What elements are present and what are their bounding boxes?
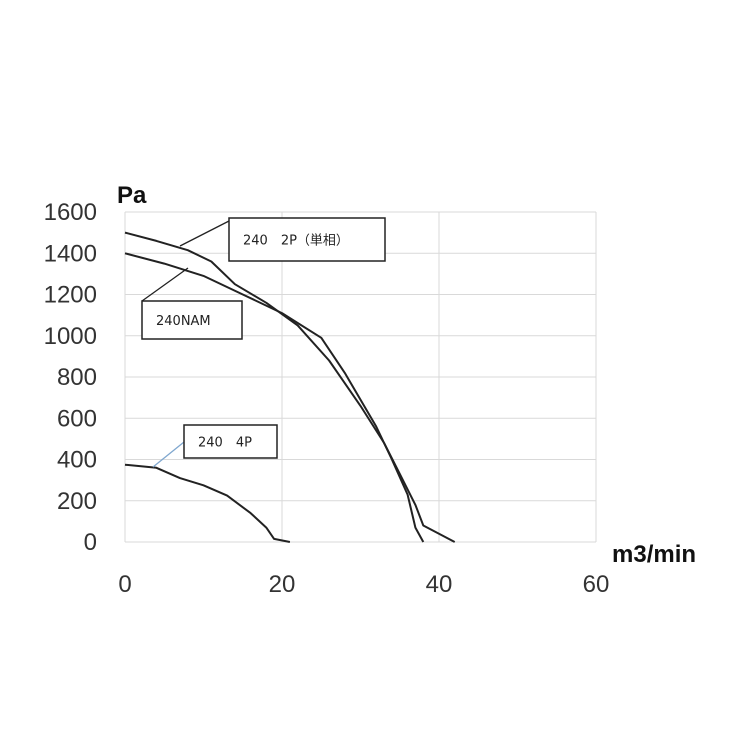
y-tick-label: 800 — [57, 364, 97, 391]
y-tick-label: 0 — [84, 529, 97, 556]
tick-labels: 0 200 400 600 800 1000 1200 1400 1600 0 20 40 60 — [44, 199, 610, 598]
x-tick-label: 60 — [583, 571, 610, 598]
series-label: 240 4P — [198, 436, 252, 451]
y-tick-label: 1000 — [44, 323, 97, 350]
y-tick-label: 1600 — [44, 199, 97, 226]
y-tick-label: 1400 — [44, 240, 97, 267]
x-axis-title: m3/min — [612, 541, 696, 568]
y-axis-title: Pa — [117, 182, 147, 209]
series-label: 240NAM — [156, 314, 211, 329]
series-curves — [124, 231, 456, 543]
series-callouts: 240 2P（単相） 240NAM 240 4P — [141, 217, 386, 468]
series-line-1 — [124, 231, 456, 543]
series-line-2 — [124, 252, 425, 543]
callout-leader — [152, 441, 185, 468]
series-label: 240 2P（単相） — [243, 233, 349, 249]
callout-box — [183, 424, 278, 459]
x-tick-label: 20 — [269, 571, 296, 598]
y-tick-label: 400 — [57, 447, 97, 474]
callout-box — [141, 300, 243, 340]
callout-leader — [179, 220, 230, 247]
callout-box — [228, 217, 386, 262]
series-line-3 — [124, 463, 291, 543]
callout-leader — [141, 267, 189, 302]
y-tick-label: 1200 — [44, 282, 97, 309]
x-tick-label: 40 — [426, 571, 453, 598]
x-tick-label: 0 — [118, 571, 131, 598]
y-tick-label: 600 — [57, 405, 97, 432]
y-tick-label: 200 — [57, 488, 97, 515]
